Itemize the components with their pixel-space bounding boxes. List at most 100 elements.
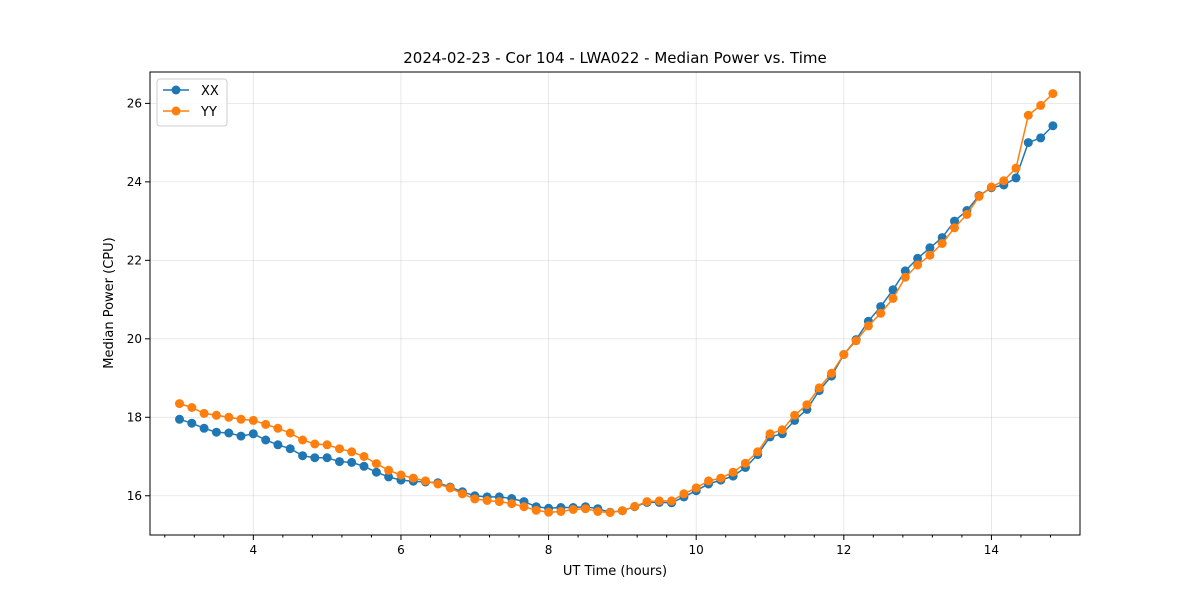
y-tick-label: 16 — [127, 489, 142, 503]
legend-label-yy: YY — [200, 105, 217, 120]
data-point-yy — [1011, 163, 1021, 173]
data-point-xx — [1011, 173, 1021, 183]
data-point-yy — [1023, 110, 1033, 120]
data-point-yy — [544, 507, 554, 517]
data-point-yy — [962, 209, 972, 219]
x-tick-label: 12 — [836, 543, 851, 557]
data-point-yy — [482, 496, 492, 505]
chart-title: 2024-02-23 - Cor 104 - LWA022 - Median P… — [403, 49, 827, 67]
data-point-xx — [175, 414, 184, 424]
legend-marker-yy — [171, 106, 181, 116]
data-point-yy — [716, 473, 726, 483]
x-tick-label: 14 — [984, 543, 999, 557]
data-point-yy — [986, 182, 996, 192]
data-point-yy — [827, 368, 836, 378]
data-point-xx — [925, 243, 935, 253]
data-point-yy — [322, 440, 332, 450]
data-point-xx — [347, 457, 357, 467]
data-point-yy — [347, 447, 357, 457]
y-axis-label: Median Power (CPU) — [102, 237, 117, 368]
data-point-yy — [728, 467, 738, 477]
data-point-yy — [396, 470, 406, 480]
data-point-yy — [531, 505, 541, 515]
data-point-yy — [519, 502, 529, 512]
data-point-yy — [667, 496, 677, 506]
data-point-yy — [790, 410, 800, 420]
data-point-yy — [679, 489, 689, 499]
data-point-yy — [457, 489, 467, 499]
data-point-xx — [335, 457, 344, 467]
data-point-xx — [1036, 133, 1046, 143]
data-point-yy — [1048, 89, 1058, 99]
x-tick-label: 10 — [689, 543, 704, 557]
data-point-yy — [581, 504, 590, 514]
data-point-yy — [298, 435, 308, 445]
data-point-xx — [1023, 138, 1033, 148]
data-point-xx — [371, 467, 381, 477]
data-point-xx — [900, 266, 910, 276]
data-point-yy — [814, 383, 824, 393]
data-point-yy — [851, 336, 861, 346]
x-tick-label: 4 — [250, 543, 258, 557]
data-point-yy — [654, 496, 664, 506]
data-point-yy — [999, 176, 1009, 186]
tick-layer: 4 6 8 10 12 14 16 18 20 22 24 26 — [127, 96, 1051, 557]
grid-layer — [150, 72, 1080, 535]
data-point-yy — [285, 428, 295, 438]
data-point-xx — [224, 428, 234, 438]
data-point-yy — [187, 403, 197, 412]
x-axis-label: UT Time (hours) — [563, 564, 667, 579]
data-point-yy — [568, 505, 578, 514]
data-point-yy — [1036, 100, 1046, 110]
data-point-yy — [617, 506, 627, 516]
y-tick-label: 22 — [127, 253, 142, 267]
y-tick-label: 20 — [127, 332, 142, 346]
data-point-yy — [630, 501, 640, 511]
data-point-xx — [285, 444, 295, 454]
data-point-xx — [199, 423, 209, 433]
data-point-xx — [950, 216, 959, 226]
data-point-xx — [248, 429, 258, 439]
data-point-xx — [261, 435, 271, 445]
data-point-xx — [384, 472, 394, 482]
plot-area-frame — [149, 71, 1081, 536]
series-layer — [175, 89, 1058, 518]
data-point-yy — [913, 260, 923, 270]
data-point-yy — [445, 483, 455, 493]
data-point-yy — [876, 308, 886, 318]
data-point-yy — [310, 439, 320, 449]
data-point-yy — [777, 425, 787, 435]
data-point-yy — [900, 272, 910, 282]
data-point-yy — [236, 414, 246, 424]
data-point-yy — [802, 400, 812, 410]
data-point-xx — [211, 427, 221, 437]
data-point-yy — [839, 350, 849, 359]
data-point-xx — [187, 418, 197, 428]
data-point-yy — [261, 419, 271, 429]
data-point-yy — [199, 408, 209, 418]
legend-label-xx: XX — [201, 84, 219, 99]
data-point-yy — [273, 423, 283, 433]
x-tick-label: 8 — [545, 543, 553, 557]
data-point-xx — [298, 451, 308, 461]
data-point-xx — [322, 453, 332, 463]
data-point-yy — [175, 399, 184, 409]
data-point-yy — [224, 412, 234, 422]
data-point-yy — [556, 507, 566, 516]
data-point-yy — [950, 223, 959, 233]
data-point-yy — [593, 507, 603, 516]
data-point-xx — [888, 285, 898, 295]
legend-marker-xx — [171, 85, 181, 95]
legend: XX YY — [156, 78, 228, 127]
data-point-yy — [384, 465, 394, 475]
data-point-yy — [421, 476, 430, 486]
data-point-xx — [1048, 121, 1058, 131]
data-point-yy — [925, 250, 935, 260]
series-yy — [175, 89, 1058, 518]
y-tick-label: 18 — [127, 410, 142, 424]
data-point-yy — [433, 479, 443, 489]
data-point-yy — [753, 447, 763, 457]
data-point-yy — [691, 483, 701, 493]
data-point-yy — [605, 508, 615, 518]
